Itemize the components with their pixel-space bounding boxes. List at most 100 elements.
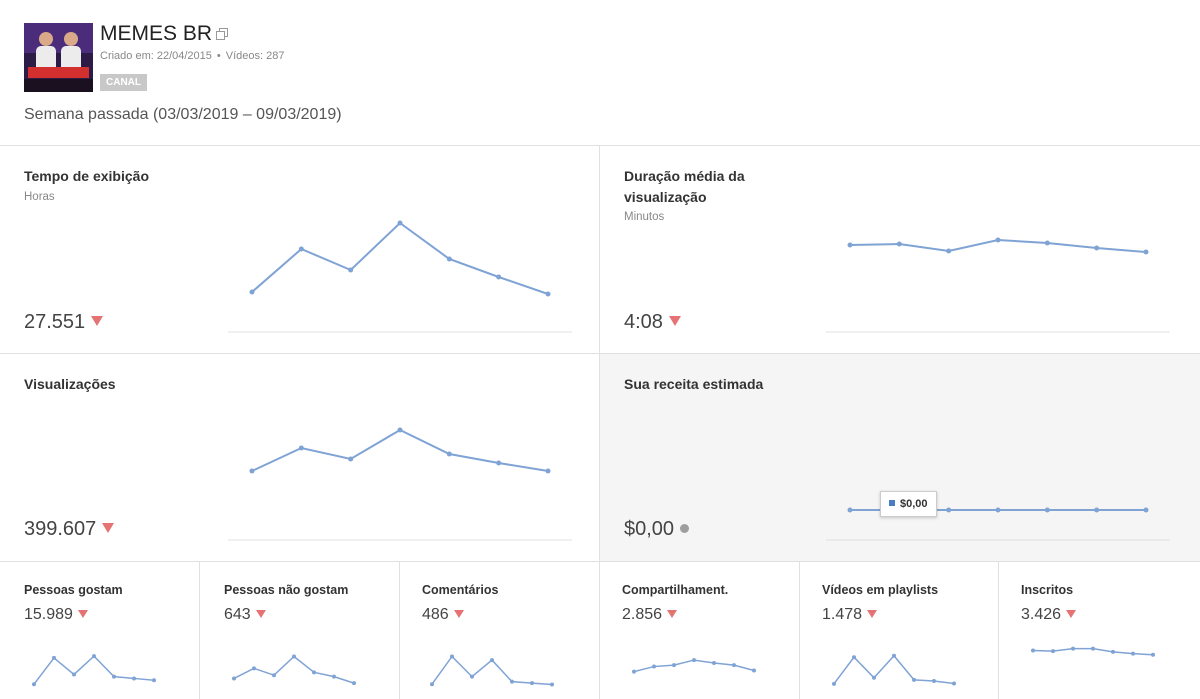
data-point[interactable]	[249, 289, 255, 295]
data-point[interactable]	[292, 654, 296, 659]
chart-tooltip: $0,00	[880, 491, 937, 517]
data-point[interactable]	[397, 427, 403, 433]
data-point[interactable]	[847, 242, 853, 248]
watch-time-sparkline	[228, 220, 572, 333]
data-point[interactable]	[312, 670, 316, 675]
data-point[interactable]	[995, 507, 1001, 513]
data-point[interactable]	[252, 666, 256, 671]
data-point[interactable]	[1094, 507, 1100, 513]
data-point[interactable]	[545, 468, 551, 474]
metric-value: 486	[422, 606, 464, 624]
data-point[interactable]	[550, 682, 554, 687]
data-point[interactable]	[332, 674, 336, 679]
decrease-icon	[1066, 610, 1077, 618]
created-date: Criado em: 22/04/2015	[100, 50, 212, 62]
metric-value: 15.989	[24, 606, 88, 624]
metric-value-text: 4:08	[624, 311, 663, 333]
data-point[interactable]	[446, 256, 452, 262]
metric-card-revenue[interactable]: Sua receita estimada $0,00 $0,00	[600, 354, 1200, 562]
data-point[interactable]	[496, 274, 502, 280]
data-point[interactable]	[298, 246, 304, 252]
data-point[interactable]	[430, 682, 434, 687]
channel-avatar[interactable]	[24, 23, 93, 92]
data-point[interactable]	[92, 654, 96, 659]
data-point[interactable]	[1151, 652, 1155, 657]
metric-card-dislikes[interactable]: Pessoas não gostam 643	[200, 562, 400, 699]
data-point[interactable]	[112, 674, 116, 679]
data-point[interactable]	[732, 663, 736, 668]
metric-card-avg-duration[interactable]: Duração média da visualização Minutos 4:…	[600, 146, 1200, 354]
data-point[interactable]	[1094, 245, 1100, 251]
data-point[interactable]	[496, 460, 502, 466]
metric-value-text: 15.989	[24, 606, 73, 623]
data-point[interactable]	[52, 655, 56, 660]
data-point[interactable]	[632, 669, 636, 674]
data-point[interactable]	[232, 676, 236, 681]
data-point[interactable]	[470, 674, 474, 679]
data-point[interactable]	[1091, 646, 1095, 651]
data-point[interactable]	[932, 678, 936, 683]
data-point[interactable]	[152, 678, 156, 683]
data-point[interactable]	[510, 679, 514, 684]
metric-title: Duração média da visualização	[624, 168, 745, 205]
data-point[interactable]	[397, 220, 403, 226]
data-point[interactable]	[1143, 249, 1149, 255]
data-point[interactable]	[272, 673, 276, 678]
data-point[interactable]	[1044, 240, 1050, 246]
views-sparkline	[228, 427, 572, 541]
data-point[interactable]	[1071, 646, 1075, 651]
data-point[interactable]	[132, 676, 136, 681]
metric-title: Comentários	[422, 583, 499, 597]
data-point[interactable]	[852, 655, 856, 660]
data-point[interactable]	[1031, 648, 1035, 653]
data-point[interactable]	[352, 681, 356, 686]
metric-value: 27.551	[24, 311, 104, 334]
data-point[interactable]	[1111, 649, 1115, 654]
series-line	[251, 428, 549, 472]
data-point[interactable]	[348, 456, 354, 462]
data-point[interactable]	[872, 675, 876, 680]
data-point[interactable]	[298, 445, 304, 451]
data-point[interactable]	[896, 241, 902, 247]
data-point[interactable]	[32, 682, 36, 687]
data-point[interactable]	[348, 267, 354, 273]
data-point[interactable]	[530, 681, 534, 686]
data-point[interactable]	[1143, 507, 1149, 513]
data-point[interactable]	[1044, 507, 1050, 513]
data-point[interactable]	[1131, 651, 1135, 656]
data-point[interactable]	[545, 291, 551, 297]
data-point[interactable]	[1051, 649, 1055, 654]
data-point[interactable]	[832, 681, 836, 686]
data-point[interactable]	[490, 658, 494, 663]
metric-card-subscribers[interactable]: Inscritos 3.426	[999, 562, 1200, 699]
data-point[interactable]	[995, 237, 1001, 243]
data-point[interactable]	[672, 663, 676, 668]
data-point[interactable]	[652, 664, 656, 669]
data-point[interactable]	[72, 672, 76, 677]
metric-value: 4:08	[624, 311, 681, 334]
metric-value: 399.607	[24, 518, 115, 541]
decrease-icon	[102, 523, 115, 533]
metric-card-watch-time[interactable]: Tempo de exibição Horas 27.551	[0, 146, 600, 354]
metric-card-shares[interactable]: Compartilhament. 2.856	[600, 562, 800, 699]
data-point[interactable]	[912, 677, 916, 682]
shares-sparkline	[632, 658, 756, 674]
data-point[interactable]	[952, 681, 956, 686]
avg-duration-sparkline	[826, 237, 1170, 333]
data-point[interactable]	[892, 653, 896, 658]
metric-value-text: 1.478	[822, 606, 863, 623]
data-point[interactable]	[946, 248, 952, 254]
data-point[interactable]	[752, 668, 756, 673]
data-point[interactable]	[446, 451, 452, 457]
data-point[interactable]	[450, 654, 454, 659]
metric-card-likes[interactable]: Pessoas gostam 15.989	[0, 562, 200, 699]
data-point[interactable]	[946, 507, 952, 513]
data-point[interactable]	[249, 468, 255, 474]
metric-card-comments[interactable]: Comentários 486	[400, 562, 600, 699]
open-in-new-icon[interactable]	[216, 28, 228, 40]
data-point[interactable]	[847, 507, 853, 513]
metric-card-views[interactable]: Visualizações 399.607	[0, 354, 600, 562]
data-point[interactable]	[692, 658, 696, 663]
data-point[interactable]	[712, 660, 716, 665]
metric-card-playlists[interactable]: Vídeos em playlists 1.478	[800, 562, 999, 699]
